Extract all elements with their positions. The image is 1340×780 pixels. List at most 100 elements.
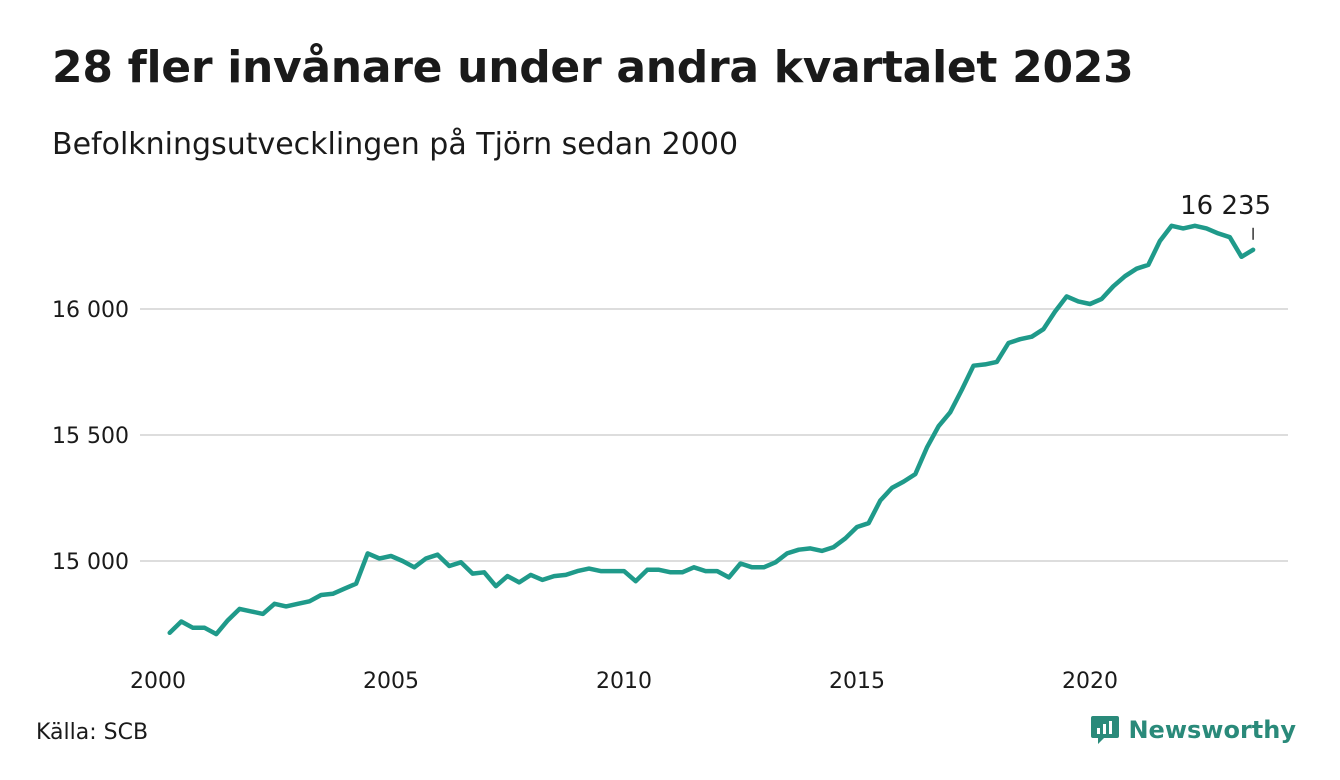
data-point (1146, 263, 1150, 267)
data-point (249, 609, 253, 613)
data-point (972, 364, 976, 368)
gridlines (140, 308, 1288, 562)
data-point (1170, 224, 1174, 228)
y-tick-label: 15 000 (52, 550, 129, 575)
data-point (634, 579, 638, 583)
data-point (750, 565, 754, 569)
data-point (366, 551, 370, 555)
data-point (226, 618, 230, 622)
end-value-label: 16 235 (1180, 191, 1271, 221)
data-point (447, 564, 451, 568)
data-point (785, 551, 789, 555)
data-point (284, 604, 288, 608)
data-point (657, 568, 661, 572)
data-point (902, 480, 906, 484)
data-point (913, 472, 917, 476)
data-point (610, 569, 614, 573)
data-point (575, 569, 579, 573)
data-point (273, 602, 277, 606)
data-point (1181, 226, 1185, 230)
data-point (214, 632, 218, 636)
data-point (739, 562, 743, 566)
data-point (191, 626, 195, 630)
data-point (471, 572, 475, 576)
data-point (494, 584, 498, 588)
data-point (459, 560, 463, 564)
data-point (319, 593, 323, 597)
series-layer (167, 223, 1256, 637)
data-point (424, 557, 428, 561)
x-tick-label: 2010 (596, 669, 652, 694)
data-point (1228, 235, 1232, 239)
data-point (855, 525, 859, 529)
data-point (354, 582, 358, 586)
data-point (797, 548, 801, 552)
data-point (692, 565, 696, 569)
data-point (1100, 297, 1104, 301)
data-point (820, 549, 824, 553)
data-point (389, 554, 393, 558)
data-point (436, 553, 440, 557)
data-point (1111, 284, 1115, 288)
data-point (925, 446, 929, 450)
data-point (238, 607, 242, 611)
chart-title: 28 fler invånare under andra kvartalet 2… (52, 42, 1134, 93)
data-point (832, 545, 836, 549)
chart-subtitle: Befolkningsutvecklingen på Tjörn sedan 2… (52, 127, 739, 162)
data-point (995, 360, 999, 364)
data-point (541, 578, 545, 582)
data-point (331, 592, 335, 596)
annotation-layer: 16 235 (1180, 191, 1271, 240)
series-line (167, 223, 1256, 637)
data-point (1193, 224, 1197, 228)
brand-name: Newsworthy (1128, 716, 1296, 744)
data-point (342, 587, 346, 591)
y-axis-labels: 15 000 15 500 16 000 (52, 298, 129, 575)
data-point (1205, 226, 1209, 230)
x-tick-label: 2020 (1062, 669, 1118, 694)
data-point (1240, 255, 1244, 259)
data-point (308, 599, 312, 603)
data-point (517, 580, 521, 584)
data-point (587, 567, 591, 571)
data-point (1018, 337, 1022, 341)
data-point (1158, 239, 1162, 243)
data-point (599, 569, 603, 573)
data-point (1065, 294, 1069, 298)
data-point (1251, 248, 1255, 252)
data-point (1076, 299, 1080, 303)
data-point (715, 569, 719, 573)
brand-logo[interactable]: Newsworthy (1090, 714, 1296, 746)
source-note: Källa: SCB (36, 720, 149, 745)
data-point (983, 362, 987, 366)
data-point (704, 569, 708, 573)
x-tick-label: 2015 (829, 669, 885, 694)
data-point (377, 557, 381, 561)
data-point (878, 499, 882, 503)
data-point (1123, 274, 1127, 278)
data-point (296, 602, 300, 606)
data-point (1216, 231, 1220, 235)
data-point (1041, 327, 1045, 331)
x-tick-label: 2000 (130, 669, 186, 694)
data-point (552, 574, 556, 578)
data-point (506, 574, 510, 578)
y-tick-label: 15 500 (52, 424, 129, 449)
y-tick-label: 16 000 (52, 298, 129, 323)
data-point (412, 565, 416, 569)
data-point (937, 424, 941, 428)
data-point (960, 388, 964, 392)
data-point (1053, 310, 1057, 314)
x-axis-labels: 2000 2005 2010 2015 2020 (130, 669, 1118, 694)
data-point (482, 570, 486, 574)
data-point (529, 573, 533, 577)
data-point (843, 536, 847, 540)
data-point (401, 559, 405, 563)
data-point (808, 546, 812, 550)
data-point (645, 568, 649, 572)
data-point (680, 570, 684, 574)
data-point (168, 631, 172, 635)
data-point (762, 565, 766, 569)
x-tick-label: 2005 (363, 669, 419, 694)
